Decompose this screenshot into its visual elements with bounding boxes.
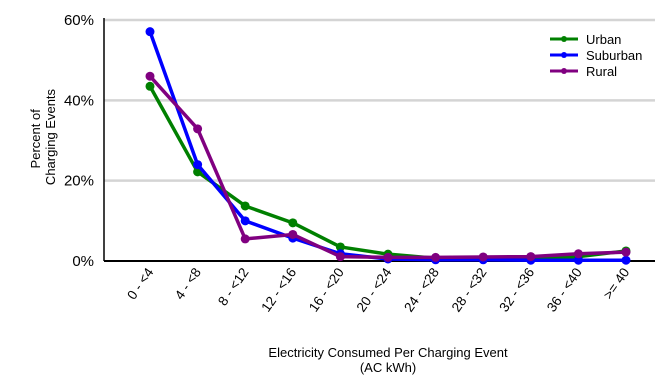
gridlines — [104, 18, 655, 182]
y-tick-label: 0% — [72, 253, 94, 270]
data-point-rural — [335, 252, 345, 262]
legend-item-suburban: Suburban — [550, 48, 642, 63]
y-tick-label: 60% — [64, 12, 94, 29]
x-axis-tick-labels: 0 - <4 4 - <8 8 - <12 12 - <16 16 - <20 20 - … — [124, 265, 632, 315]
y-axis-title-line-2: Charging Events — [43, 88, 58, 185]
data-point-rural — [621, 247, 631, 257]
data-point-rural — [431, 252, 441, 262]
series-line-urban — [148, 85, 627, 260]
y-tick-label: 40% — [64, 92, 94, 109]
y-axis-title-line-1: Percent of — [28, 109, 43, 169]
data-point-rural — [240, 234, 250, 244]
data-point-urban — [335, 242, 345, 252]
x-tick-label: 16 - <20 — [306, 265, 347, 314]
legend-suburban-marker — [561, 52, 567, 58]
x-axis-title-line-2: (AC kWh) — [360, 360, 416, 375]
data-point-suburban — [145, 27, 155, 37]
x-tick-label: 28 - <32 — [449, 265, 490, 314]
x-tick-label: 4 - <8 — [172, 265, 204, 302]
legend-suburban-label: Suburban — [586, 48, 642, 63]
legend-item-urban: Urban — [550, 32, 621, 47]
legend-item-rural: Rural — [550, 64, 617, 79]
data-point-urban — [145, 81, 155, 91]
x-tick-label: 32 - <36 — [496, 265, 537, 314]
data-point-rural — [288, 229, 298, 239]
data-point-urban — [240, 201, 250, 211]
data-point-suburban — [240, 216, 250, 226]
data-point-urban — [288, 218, 298, 228]
legend-urban-label: Urban — [586, 32, 621, 47]
x-tick-label: 24 - <28 — [401, 265, 442, 314]
legend-rural-label: Rural — [586, 64, 617, 79]
series-rural — [145, 71, 631, 262]
x-axis-title-line-1: Electricity Consumed Per Charging Event — [268, 345, 508, 360]
data-point-rural — [145, 71, 155, 81]
x-tick-label: 12 - <16 — [258, 265, 299, 314]
series-line-rural — [148, 75, 627, 260]
legend-urban-marker — [561, 36, 567, 42]
data-point-rural — [383, 252, 393, 262]
legend-rural-marker — [561, 68, 567, 74]
series-lines — [145, 27, 631, 265]
x-tick-label: 8 - <12 — [215, 265, 252, 308]
data-point-suburban — [621, 255, 631, 265]
x-tick-label: 36 - <40 — [544, 265, 585, 314]
y-tick-label: 20% — [64, 173, 94, 190]
legend: Urban Suburban Rural — [543, 28, 655, 84]
data-point-suburban — [193, 160, 203, 170]
data-point-rural — [193, 124, 203, 134]
y-axis-tick-labels: 0% 20% 40% 60% — [64, 12, 94, 270]
x-tick-label: 0 - <4 — [124, 265, 157, 303]
y-axis-title: Percent of Charging Events — [28, 88, 58, 185]
data-point-rural — [478, 252, 488, 262]
data-point-suburban — [573, 255, 583, 265]
x-tick-label: >= 40 — [600, 265, 632, 302]
x-tick-label: 20 - <24 — [354, 265, 395, 315]
data-point-rural — [526, 252, 536, 262]
data-point-rural — [573, 249, 583, 259]
